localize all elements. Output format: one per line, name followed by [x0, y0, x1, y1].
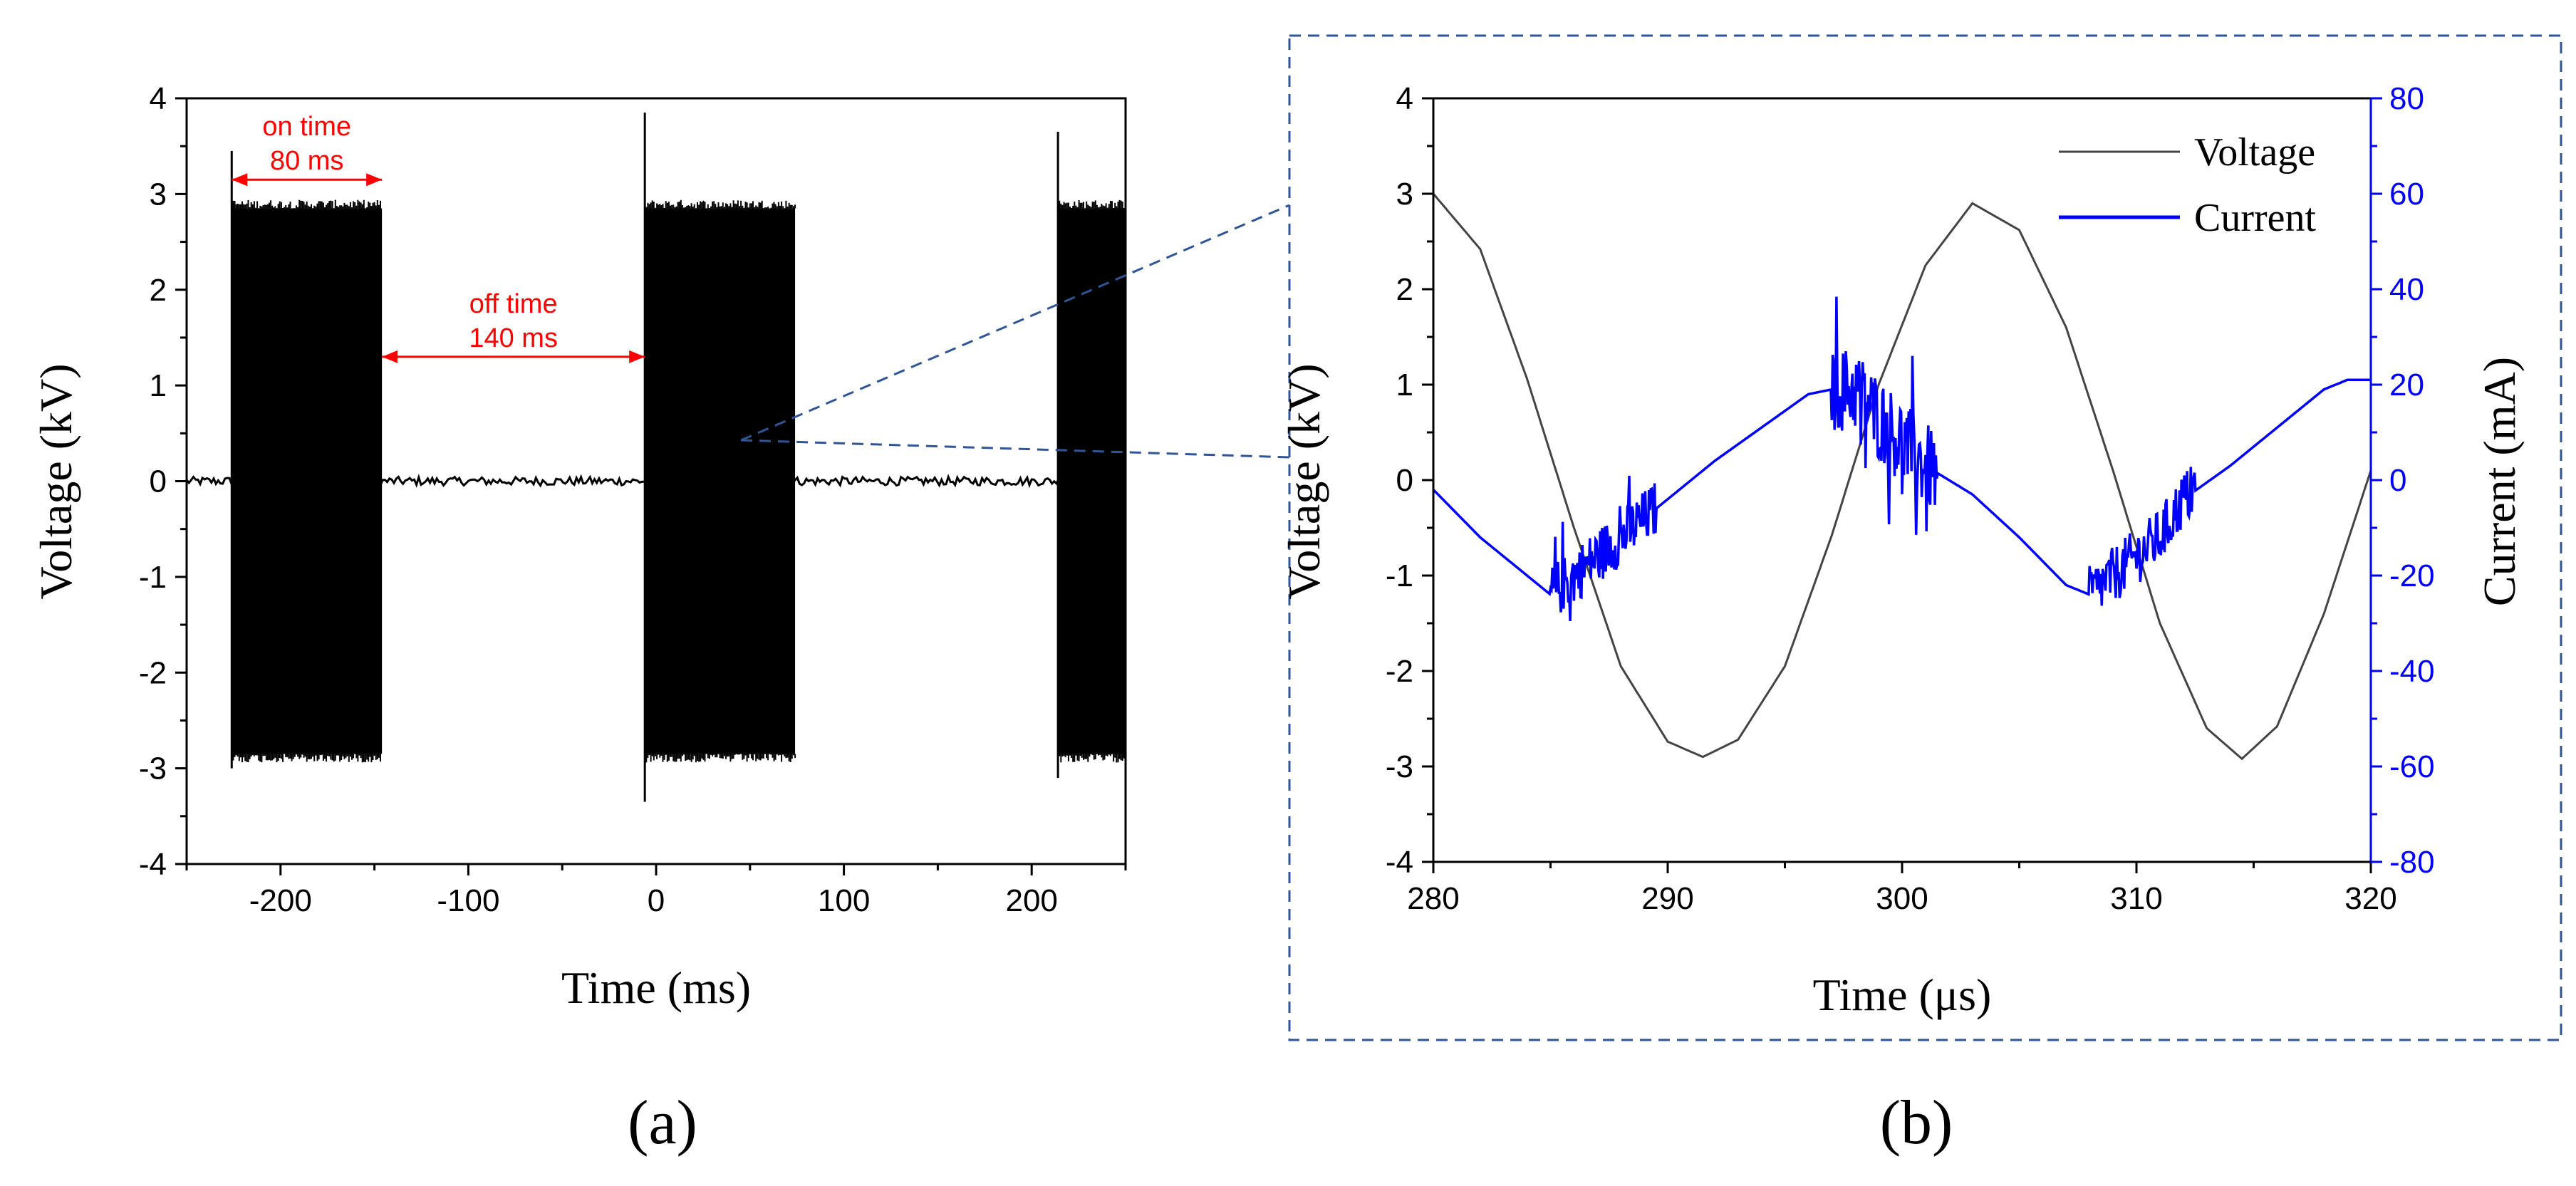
panel-a-x-tick-label: 0 — [648, 883, 665, 918]
panel-a-label: (a) — [628, 1088, 697, 1158]
panel-b-y-axis-label: Voltage (kV) — [1279, 363, 1329, 599]
panel-b-y-tick-label: 2 — [1396, 272, 1413, 307]
panel-b-y-tick-label: -4 — [1386, 845, 1413, 880]
panel-a-x-tick-label: 100 — [818, 883, 870, 918]
panel-b-right-y-tick-label: -60 — [2389, 749, 2435, 784]
panel-a-ticks: -200 -100 0 100 200 -4 -3 -2 -1 0 1 2 3 4 — [139, 81, 1127, 918]
panel-a-y-tick-label: 3 — [150, 177, 167, 212]
panel-a-y-axis-label: Voltage (kV) — [31, 363, 81, 599]
zoom-connector-upper-line — [740, 204, 1290, 442]
panel-a-y-tick-label: -4 — [139, 847, 167, 882]
panel-b-y-tick-label: 1 — [1396, 368, 1413, 402]
annotation-arrowhead-left-1 — [232, 173, 248, 187]
panel-b-y-tick-label: 4 — [1396, 81, 1413, 116]
panel-b-x-tick-label: 290 — [1641, 881, 1693, 916]
panel-a-y-tick-label: -1 — [139, 560, 167, 595]
panel-a-y-tick-label: 2 — [150, 273, 167, 308]
panel-a-y-tick-label: 1 — [150, 368, 167, 403]
annotation-arrowhead-right-1 — [366, 173, 383, 187]
panel-a-y-tick-label: 4 — [150, 81, 167, 116]
annotation-text-2: 140 ms — [469, 323, 558, 353]
panel-b-y-tick-label: -1 — [1386, 558, 1413, 593]
panel-b-x-tick-label: 300 — [1876, 881, 1928, 916]
panel-b-chart: 280 290 300 310 320 -4 -3 -2 -1 0 1 2 3 4 -80 -60 -40 -20… — [1279, 81, 2525, 1158]
panel-a-y-tick-label: 0 — [150, 464, 167, 499]
panel-b-ticks: 280 290 300 310 320 -4 -3 -2 -1 0 1 2 3 4 -80 -60 -40 -20… — [1386, 81, 2435, 916]
panel-b-x-tick-label: 320 — [2344, 881, 2396, 916]
panel-b-right-y-tick-label: -40 — [2389, 654, 2435, 689]
zoom-connector — [740, 34, 2562, 1041]
panel-b-y-tick-label: 3 — [1396, 177, 1413, 212]
series-current-line — [1432, 296, 2371, 621]
panel-b-y-tick-label: 0 — [1396, 463, 1413, 498]
panel-a-y-tick-label: -3 — [139, 751, 167, 786]
panel-a-x-axis-label: Time (ms) — [561, 962, 751, 1013]
panel-a-burst-1 — [232, 208, 383, 754]
panel-b-right-y-axis-label: Current (mA) — [2474, 357, 2525, 606]
panel-a-chart: -200 -100 0 100 200 -4 -3 -2 -1 0 1 2 3 4 on time 80 m… — [31, 81, 1127, 1158]
annotation-text-2: off time — [469, 289, 558, 319]
panel-b-data-layer — [1432, 193, 2372, 761]
panel-b-right-y-tick-label: 60 — [2389, 177, 2424, 212]
panel-a-data-layer — [185, 113, 1126, 802]
panel-b-right-y-tick-label: -20 — [2389, 558, 2435, 593]
annotation-arrowhead-left-2 — [382, 350, 398, 363]
panel-a-x-tick-label: -100 — [437, 883, 499, 918]
panel-b-legend: Voltage Current — [2059, 130, 2317, 240]
annotation-text-1: on time — [262, 112, 351, 142]
annotation-arrowhead-right-2 — [629, 350, 645, 363]
zoom-inset-border — [1288, 34, 2562, 1041]
zoom-connector-lower-line — [740, 439, 1290, 459]
panel-a-x-tick-label: 200 — [1005, 883, 1057, 918]
panel-b-y-tick-label: -2 — [1386, 654, 1413, 689]
panel-a-burst-2 — [645, 208, 796, 754]
panel-a-y-tick-label: -2 — [139, 655, 167, 690]
panel-b-right-y-tick-label: 40 — [2389, 272, 2424, 307]
annotation-text-1: 80 ms — [270, 146, 343, 176]
panel-b-right-y-tick-label: 20 — [2389, 368, 2424, 402]
panel-b-y-tick-label: -3 — [1386, 749, 1413, 784]
legend-current-label: Current — [2194, 196, 2317, 240]
panel-b-label: (b) — [1880, 1088, 1953, 1158]
panel-a-x-tick-label: -200 — [249, 883, 312, 918]
panel-b-right-y-tick-label: -80 — [2389, 845, 2435, 880]
panel-b-right-y-tick-label: 80 — [2389, 81, 2424, 116]
panel-b-x-axis-label: Time (μs) — [1813, 969, 1992, 1020]
panel-b-x-tick-label: 280 — [1407, 881, 1459, 916]
panel-a-annotations: on time 80 ms off time 140 ms — [232, 112, 645, 363]
legend-voltage-label: Voltage — [2194, 130, 2315, 175]
panel-b-x-tick-label: 310 — [2110, 881, 2162, 916]
panel-b-right-y-tick-label: 0 — [2389, 463, 2406, 498]
